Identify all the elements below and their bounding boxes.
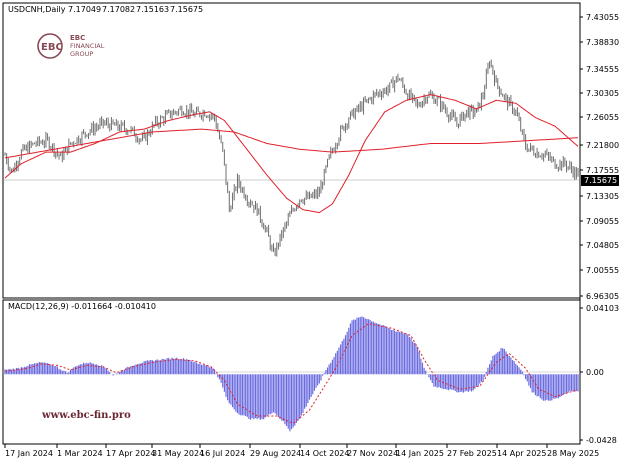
price-tick-label: 7.26055 [586, 113, 619, 122]
date-tick-label: 17 Apr 2024 [106, 449, 155, 458]
ohlc-low: 7.15163 [136, 5, 169, 14]
date-tick-label: 31 May 2024 [152, 449, 204, 458]
price-tick-label: 7.34555 [586, 65, 619, 74]
logo-letters: EBC [41, 42, 63, 53]
macd-signal-line [4, 323, 579, 424]
watermark-url: www.ebc-fin.pro [41, 410, 131, 421]
ohlc-open: 7.17049 [68, 5, 101, 14]
date-tick-label: 14 Oct 2024 [300, 449, 349, 458]
price-tick-label: 7.04805 [586, 241, 619, 250]
chart-title: USDCNH,Daily [8, 5, 66, 14]
macd-title: MACD(12,26,9) -0.011664 -0.010410 [8, 302, 156, 311]
ohlc-high: 7.17082 [102, 5, 135, 14]
ohlc-close: 7.15675 [170, 5, 203, 14]
macd-tick-label: -0.0428 [586, 436, 617, 445]
sma-slow-line [4, 128, 579, 159]
price-tick-label: 7.21800 [586, 141, 619, 150]
macd-tick-label: 0.04103 [586, 304, 619, 313]
price-tick-label: 7.09055 [586, 217, 619, 226]
price-layer [4, 59, 579, 257]
price-tick-label: 6.96305 [586, 292, 619, 301]
date-tick-label: 1 Mar 2024 [57, 449, 103, 458]
price-tick-label: 7.17555 [586, 166, 619, 175]
date-tick-label: 14 Apr 2025 [497, 449, 546, 458]
sma-fast-line [4, 94, 579, 214]
ebc-logo: EBC EBC FINANCIAL GROUP [37, 33, 105, 59]
date-tick-label: 27 Feb 2025 [447, 449, 497, 458]
date-tick-label: 16 Jul 2024 [200, 449, 245, 458]
axis-layer: 7.43055 7.38830 7.34555 7.30305 7.26055 7.218… [4, 13, 619, 458]
logo-line1: EBC [70, 34, 85, 42]
price-tick-label: 7.00555 [586, 266, 619, 275]
date-tick-label: 29 Aug 2024 [250, 449, 301, 458]
price-tick-label: 7.38830 [586, 38, 619, 47]
date-tick-label: 27 Nov 2024 [347, 449, 398, 458]
price-tick-label: 7.13305 [586, 192, 619, 201]
macd-tick-label: 0.00 [586, 368, 604, 377]
macd-layer [4, 316, 579, 432]
price-tick-label: 7.30305 [586, 89, 619, 98]
current-price-label: 7.15675 [584, 176, 617, 185]
date-tick-label: 28 May 2025 [547, 449, 599, 458]
logo-circle-icon [37, 33, 63, 59]
date-tick-label: 14 Jan 2025 [396, 449, 444, 458]
current-price-tag [581, 175, 619, 186]
logo-line3: GROUP [70, 50, 93, 58]
logo-line2: FINANCIAL [70, 42, 105, 50]
price-tick-label: 7.43055 [586, 13, 619, 22]
date-tick-label: 17 Jan 2024 [5, 449, 53, 458]
